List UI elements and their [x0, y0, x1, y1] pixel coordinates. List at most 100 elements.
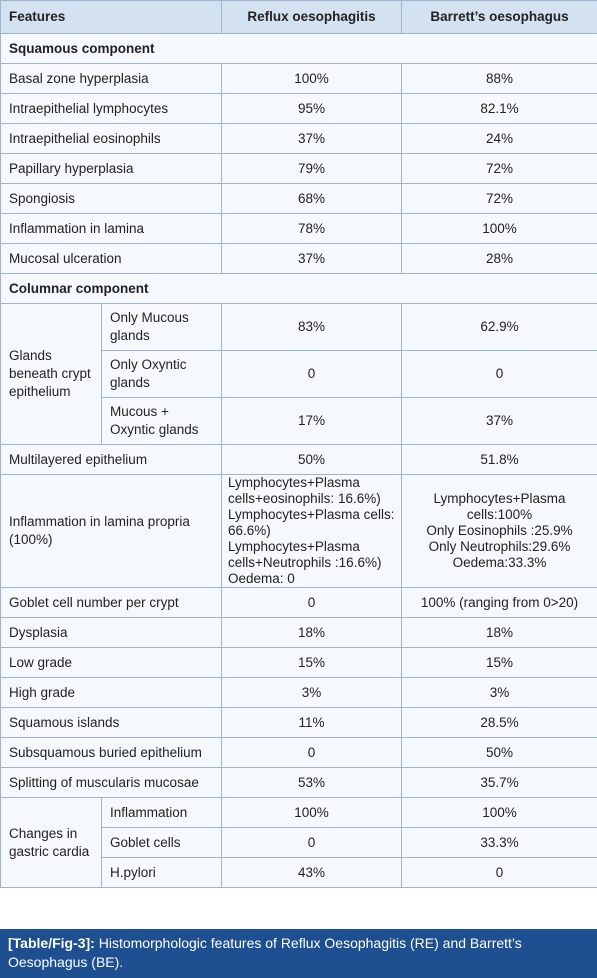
- row: Glands beneath crypt epithelium Only Muco…: [0, 303, 597, 445]
- cell: 79%: [221, 153, 402, 184]
- section-title: Columnar component: [0, 273, 597, 304]
- cell: Lymphocytes+Plasma cells:100% Only Eosino…: [401, 474, 597, 588]
- cell: 95%: [221, 93, 402, 124]
- cell-line: Lymphocytes+Plasma cells:100%: [433, 491, 566, 522]
- row-label: Papillary hyperplasia: [0, 153, 222, 184]
- row-label: Low grade: [0, 647, 222, 678]
- cell: 100%: [221, 797, 402, 828]
- row-label: Basal zone hyperplasia: [0, 63, 222, 94]
- cell: 0: [221, 737, 402, 768]
- cell: 72%: [401, 153, 597, 184]
- cell: 82.1%: [401, 93, 597, 124]
- row-label: Mucosal ulceration: [0, 243, 222, 274]
- cell: 78%: [221, 213, 402, 244]
- section-row: Squamous component: [0, 33, 597, 64]
- cell: 37%: [221, 123, 402, 154]
- row: Papillary hyperplasia 79% 72%: [0, 153, 597, 184]
- row: Basal zone hyperplasia 100% 88%: [0, 63, 597, 94]
- cell: 51.8%: [401, 444, 597, 475]
- cell: 50%: [221, 444, 402, 475]
- row-label: Intraepithelial eosinophils: [0, 123, 222, 154]
- row-label: Multilayered epithelium: [0, 444, 222, 475]
- row-label: Subsquamous buried epithelium: [0, 737, 222, 768]
- caption-label: [Table/Fig-3]:: [8, 935, 95, 951]
- cell: 100%: [401, 797, 597, 828]
- cell-line: Lymphocytes+Plasma cells: 66.6%): [228, 507, 395, 538]
- row: H.pylori 43% 0: [1, 857, 597, 888]
- row: Intraepithelial lymphocytes 95% 82.1%: [0, 93, 597, 124]
- caption: [Table/Fig-3]: Histomorphologic features…: [0, 929, 597, 978]
- table-body: Squamous component Basal zone hyperplasia…: [0, 33, 597, 888]
- row: Subsquamous buried epithelium 0 50%: [0, 737, 597, 768]
- cell: 0: [401, 350, 597, 398]
- row-label: Only Mucous glands: [101, 303, 222, 351]
- group-label: Changes in gastric cardia: [0, 797, 102, 888]
- cell: 15%: [221, 647, 402, 678]
- section-row: Columnar component: [0, 273, 597, 304]
- row-label: Dysplasia: [0, 617, 222, 648]
- row: Splitting of muscularis mucosae 53% 35.7%: [0, 767, 597, 798]
- table-wrap: Features Reflux oesophagitis Barrett’s o…: [0, 0, 597, 888]
- section-title: Squamous component: [0, 33, 597, 64]
- row: Changes in gastric cardia Inflammation 100…: [0, 797, 597, 888]
- cell: 17%: [221, 397, 402, 445]
- row: Only Oxyntic glands 0 0: [1, 350, 597, 398]
- cell: 3%: [221, 677, 402, 708]
- row-label: Spongiosis: [0, 183, 222, 214]
- cell: 68%: [221, 183, 402, 214]
- cell: 33.3%: [401, 827, 597, 858]
- cell: 3%: [401, 677, 597, 708]
- cell-line: Oedema:33.3%: [452, 555, 547, 570]
- cell: 0: [221, 350, 402, 398]
- cell: Lymphocytes+Plasma cells+eosinophils: 16…: [221, 474, 402, 588]
- cell: 72%: [401, 183, 597, 214]
- cell: 100% (ranging from 0>20): [401, 587, 597, 618]
- row-label: Squamous islands: [0, 707, 222, 738]
- cell: 62.9%: [401, 303, 597, 351]
- cell: 11%: [221, 707, 402, 738]
- row: Low grade 15% 15%: [0, 647, 597, 678]
- cell: 100%: [401, 213, 597, 244]
- cell: 18%: [401, 617, 597, 648]
- row-label: High grade: [0, 677, 222, 708]
- header-cell: Reflux oesophagitis: [221, 0, 402, 34]
- cell-line: Lymphocytes+Plasma cells+eosinophils: 16…: [228, 475, 381, 506]
- row-label: Splitting of muscularis mucosae: [0, 767, 222, 798]
- row-label: Mucous + Oxyntic glands: [101, 397, 222, 445]
- cell: 37%: [221, 243, 402, 274]
- cell-line: Oedema: 0: [228, 571, 295, 586]
- row-label: Inflammation in lamina propria (100%): [0, 474, 222, 588]
- cell: 83%: [221, 303, 402, 351]
- cell: 28.5%: [401, 707, 597, 738]
- row: High grade 3% 3%: [0, 677, 597, 708]
- cell: 0: [401, 857, 597, 888]
- cell-line: Only Eosinophils :25.9%: [426, 523, 573, 538]
- cell: 18%: [221, 617, 402, 648]
- row-label: Goblet cells: [101, 827, 222, 858]
- table: Features Reflux oesophagitis Barrett’s o…: [0, 0, 597, 888]
- row: Goblet cell number per crypt 0 100% (rangi…: [0, 587, 597, 618]
- row: Goblet cells 0 33.3%: [1, 827, 597, 858]
- row-label: Inflammation in lamina: [0, 213, 222, 244]
- row: Mucous + Oxyntic glands 17% 37%: [1, 397, 597, 445]
- group-label: Glands beneath crypt epithelium: [0, 303, 102, 445]
- cell: 24%: [401, 123, 597, 154]
- header-row: Features Reflux oesophagitis Barrett’s o…: [0, 0, 597, 34]
- caption-text: Histomorphologic features of Reflux Oeso…: [8, 935, 522, 970]
- cell: 50%: [401, 737, 597, 768]
- cell-line: Lymphocytes+Plasma cells+Neutrophils :16…: [228, 539, 382, 570]
- cell: 35.7%: [401, 767, 597, 798]
- row: Mucosal ulceration 37% 28%: [0, 243, 597, 274]
- cell: 28%: [401, 243, 597, 274]
- cell: 37%: [401, 397, 597, 445]
- row: Squamous islands 11% 28.5%: [0, 707, 597, 738]
- cell: 0: [221, 587, 402, 618]
- header-cell: Barrett’s oesophagus: [401, 0, 597, 34]
- header-cell: Features: [0, 0, 222, 34]
- row-label: Only Oxyntic glands: [101, 350, 222, 398]
- row: Intraepithelial eosinophils 37% 24%: [0, 123, 597, 154]
- cell-line: Only Neutrophils:29.6%: [428, 539, 571, 554]
- row-label: Inflammation: [101, 797, 222, 828]
- cell: 88%: [401, 63, 597, 94]
